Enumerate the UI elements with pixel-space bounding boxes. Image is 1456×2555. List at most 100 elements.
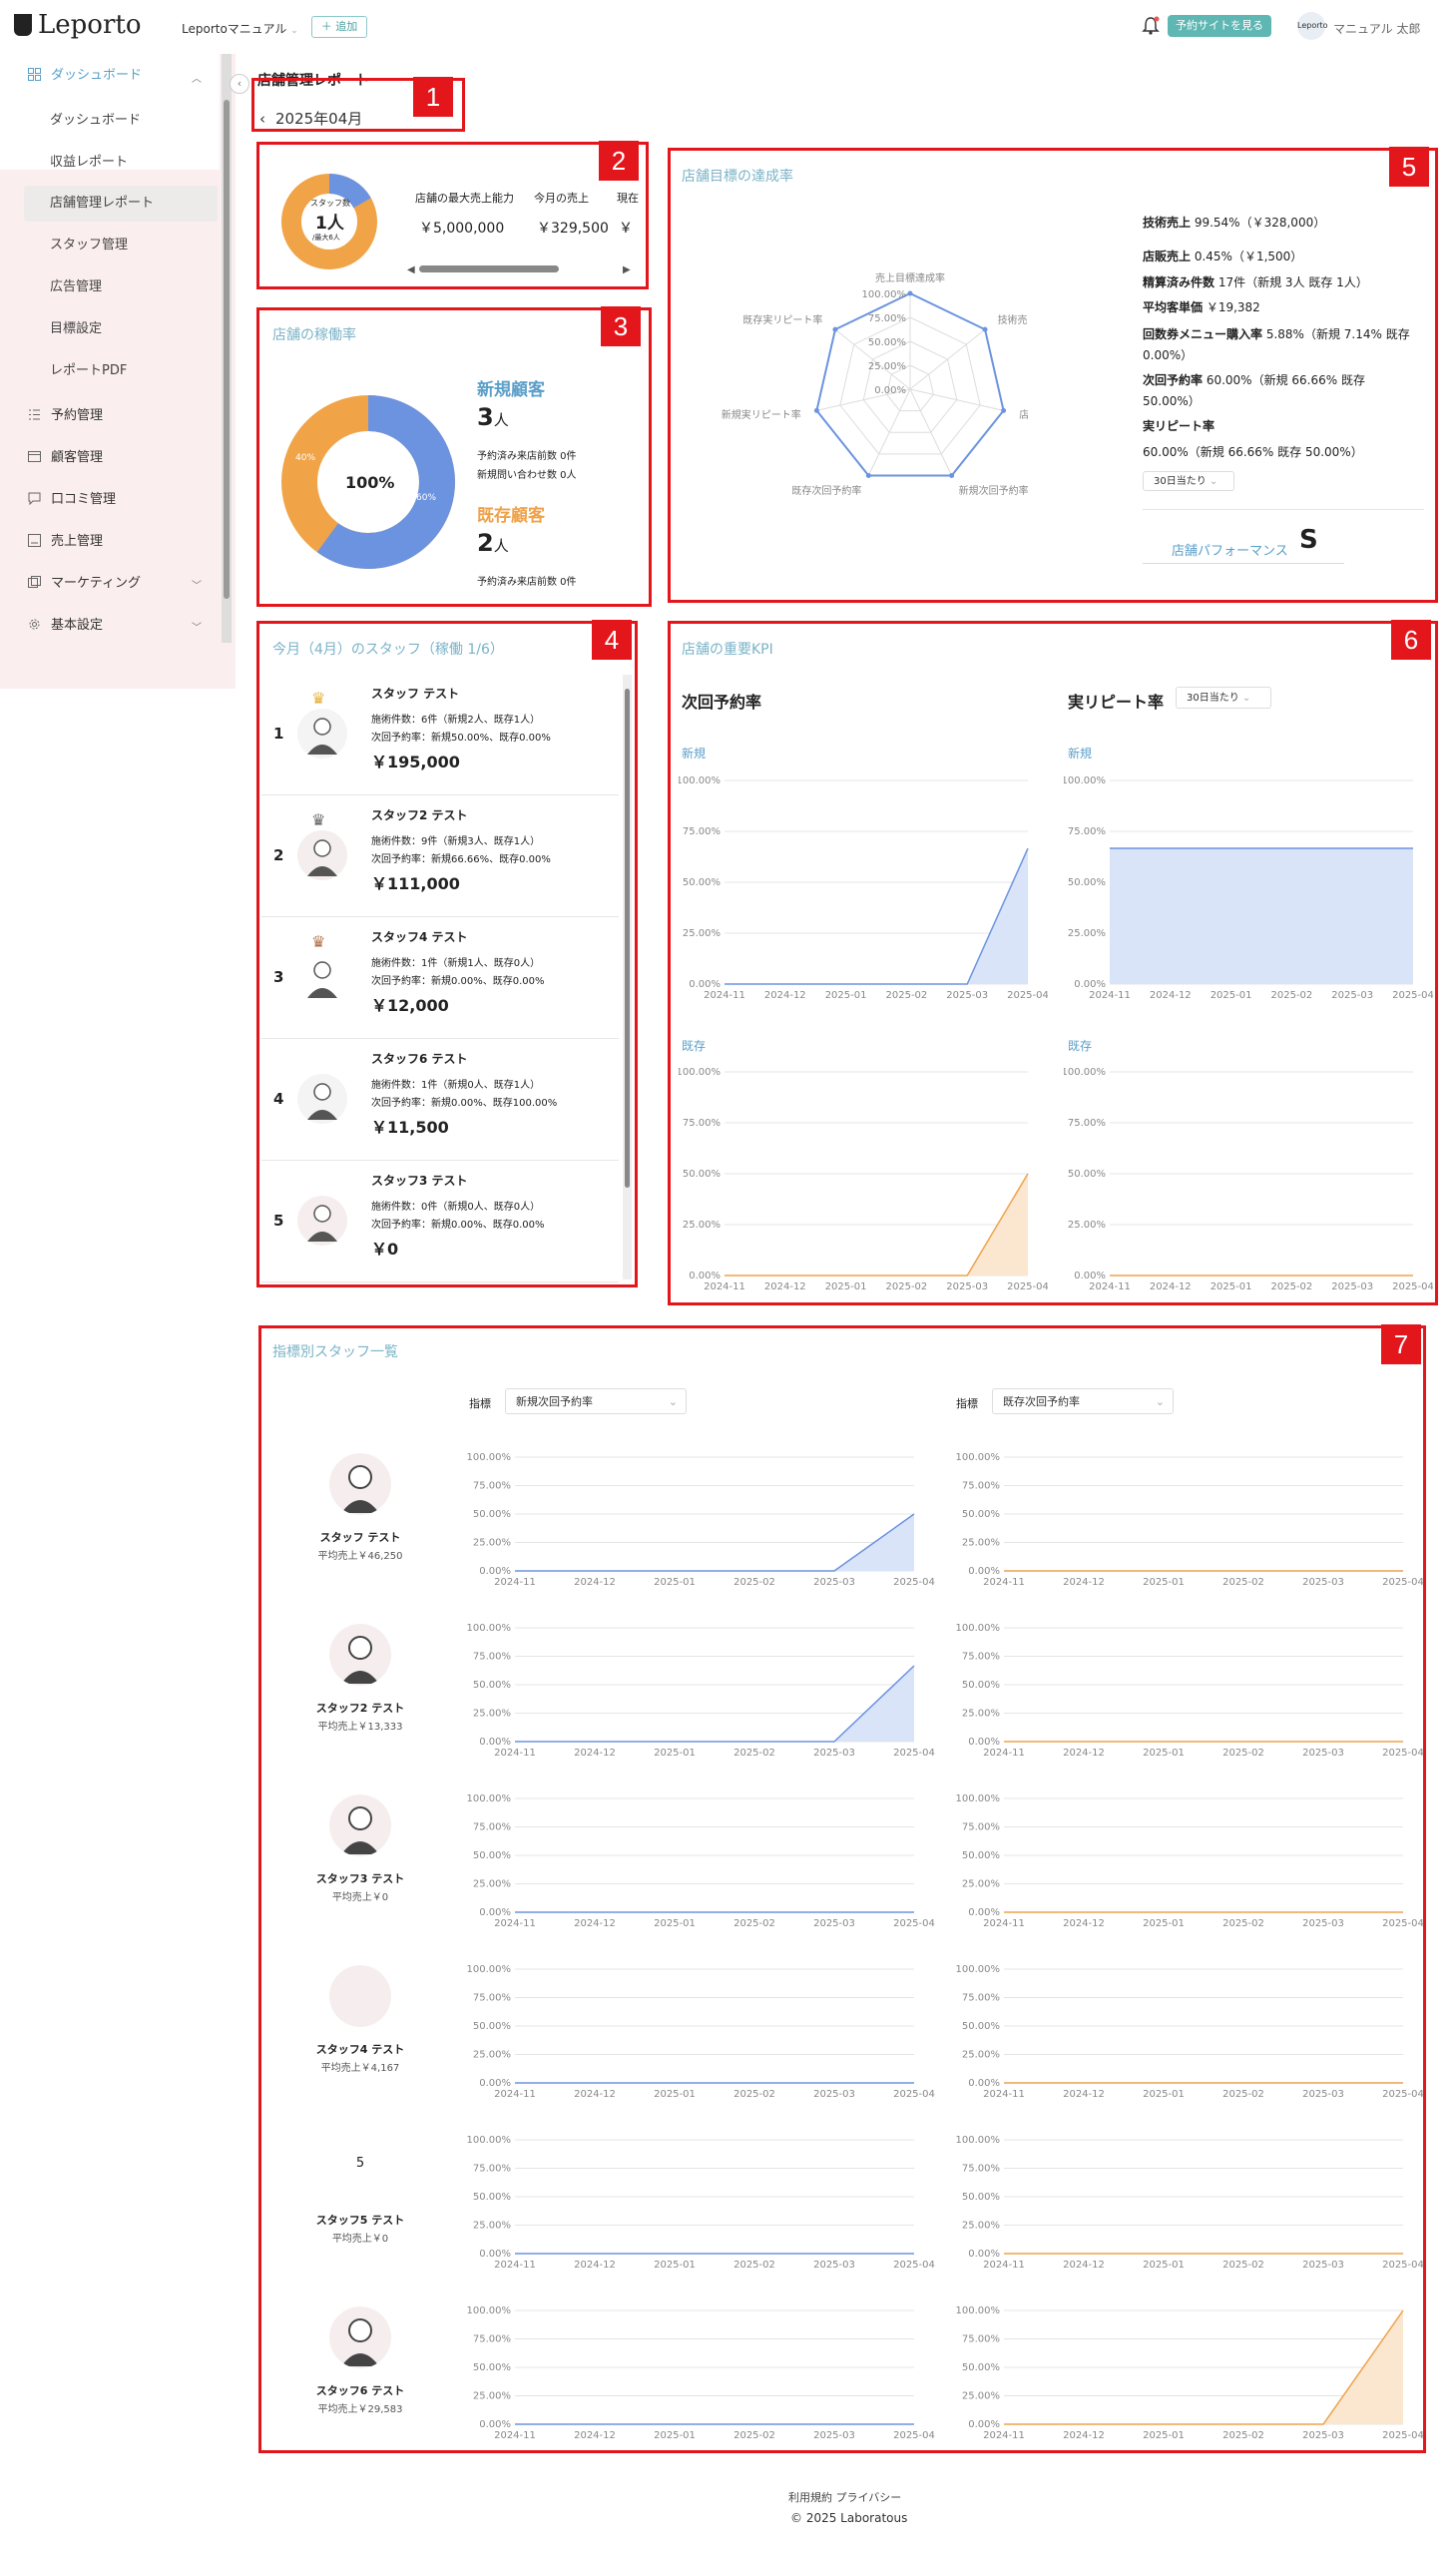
staff-right-metric-chart: 100.00% 75.00% 50.00% 25.00% 0.00%2024-11 202… <box>956 1964 1424 2100</box>
staff-sales: ￥12,000 <box>371 996 449 1015</box>
x-tick-label: 2025-04 <box>893 1577 935 1588</box>
donut-label-top: スタッフ数 <box>310 199 350 208</box>
goal-stat-value: 60.00%（新規 66.66% 既存 <box>1203 373 1365 387</box>
radar-spoke <box>834 328 911 390</box>
x-tick-label: 2025-01 <box>1143 1748 1185 1759</box>
x-tick-label: 2024-11 <box>983 1577 1025 1588</box>
sidebar-item-reviews[interactable]: 口コミ管理 <box>28 483 116 517</box>
x-tick-label: 2024-11 <box>1089 990 1131 1001</box>
table-row[interactable]: 4 スタッフ6 テスト 施術件数：1件（新規0人、既存1人） 次回予約率：新規0.00… <box>261 1040 619 1161</box>
staff-right-metric-chart: 100.00% 75.00% 50.00% 25.00% 0.00%2024-11 202… <box>956 1793 1424 1929</box>
y-tick-label: 25.00% <box>962 1538 1000 1549</box>
staff-average-sales: 平均売上￥29,583 <box>317 2404 403 2415</box>
sidebar-item-marketing[interactable]: マーケティング <box>28 567 141 601</box>
y-tick-label: 50.00% <box>473 2362 511 2373</box>
y-tick-label: 25.00% <box>962 1879 1000 1890</box>
sidebar-item-reservations[interactable]: 予約管理 <box>28 399 103 433</box>
staff-left-metric-chart: 100.00% 75.00% 50.00% 25.00% 0.00%2024-11 202… <box>467 1964 935 2100</box>
chevron-down-icon[interactable]: ﹀ <box>192 581 202 592</box>
summary-val-2: ￥329,500 <box>537 221 609 237</box>
staff-right-metric-chart: 100.00% 75.00% 50.00% 25.00% 0.00%2024-11 202… <box>956 1623 1424 1759</box>
sidebar-sub-store-report[interactable]: 店舗管理レポート <box>50 196 155 211</box>
y-tick-label: 100.00% <box>956 1452 1001 1463</box>
next-booking-title: 次回予約率 <box>682 693 762 712</box>
x-tick-label: 2025-03 <box>813 1748 855 1759</box>
radar-grid-ring <box>839 316 981 455</box>
sidebar-item-sales[interactable]: 売上管理 <box>28 525 103 559</box>
sidebar-item-settings[interactable]: 基本設定 <box>28 609 103 643</box>
summary-scroll-thumb[interactable] <box>419 265 559 272</box>
kpi-next-new-label: 新規 <box>682 747 707 761</box>
x-tick-label: 2025-03 <box>946 1281 988 1292</box>
radar-spoke <box>909 388 953 476</box>
person-icon <box>307 718 337 755</box>
left-metric-select[interactable]: 新規次回予約率 ⌄ <box>505 1388 687 1414</box>
chevron-left-icon[interactable]: ‹ <box>259 110 265 128</box>
annotation-label-3: 3 <box>601 306 641 346</box>
person-icon <box>341 1636 379 1684</box>
radar-axis-label: 売上目標達成率 <box>875 271 945 284</box>
chevron-up-icon[interactable]: ︿ <box>192 74 202 85</box>
view-reservation-site-button[interactable]: 予約サイトを見る <box>1168 15 1271 37</box>
add-store-button[interactable]: ＋ 追加 <box>311 16 367 38</box>
month-selector[interactable]: ‹ 2025年04月 <box>259 108 362 129</box>
footer-links[interactable]: 利用規約 プライバシー <box>788 2491 902 2504</box>
kpi-repeat-new-chart: 100.00% 75.00% 50.00% 25.00% 0.00%2024-11 202… <box>1064 775 1433 1001</box>
scroll-right-icon[interactable]: ▶ <box>623 264 631 275</box>
page-title: 店舗管理レポート <box>257 73 369 89</box>
store-select[interactable]: Leportoマニュアル ⌄ <box>182 20 298 37</box>
rank-number: 4 <box>273 1090 284 1108</box>
unit-label: 人 <box>493 411 509 429</box>
logo[interactable]: Leporto <box>14 10 141 40</box>
goal-stat-row: 次回予約率 60.00%（新規 66.66% 既存 <box>1143 371 1365 388</box>
y-tick-label: 50.00% <box>962 2192 1000 2203</box>
existing-count-value: 2 <box>477 529 494 557</box>
avatar: 5 <box>329 2136 391 2198</box>
kpi-period-select[interactable]: 30日当たり ⌄ <box>1176 687 1271 709</box>
chevron-down-icon[interactable]: ﹀ <box>192 623 202 634</box>
sidebar-sub-revenue-report[interactable]: 収益レポート <box>50 155 129 170</box>
annotation-label-2: 2 <box>599 141 639 181</box>
staff-left-metric-chart: 100.00% 75.00% 50.00% 25.00% 0.00%2024-11 202… <box>467 2135 935 2271</box>
goal-stat-row: 50.00%） <box>1143 392 1201 409</box>
y-tick-label: 50.00% <box>473 1509 511 1520</box>
table-row[interactable]: 1 ♛ スタッフ テスト 施術件数：6件（新規2人、既存1人） 次回予約率：新規50.0… <box>261 675 619 795</box>
user-name[interactable]: マニュアル 太郎 <box>1333 22 1421 36</box>
sidebar-sub-staff-management[interactable]: スタッフ管理 <box>50 238 129 253</box>
x-tick-label: 2024-11 <box>983 1748 1025 1759</box>
new-customer-line-1: 予約済み来店前数 0件 <box>477 451 577 462</box>
sidebar-sub-report-pdf[interactable]: レポートPDF <box>50 363 128 378</box>
right-metric-select[interactable]: 既存次回予約率 ⌄ <box>992 1388 1174 1414</box>
radar-tick-label: 100.00% <box>862 289 907 300</box>
annotation-label-4: 4 <box>592 620 632 660</box>
kpi-repeat-existing-chart: 100.00% 75.00% 50.00% 25.00% 0.00%2024-11 202… <box>1064 1067 1433 1292</box>
x-tick-label: 2025-04 <box>1382 2430 1424 2441</box>
staff-average-sales: 平均売上￥46,250 <box>317 1551 403 1562</box>
table-row[interactable]: 2 ♛ スタッフ2 テスト 施術件数：9件（新規3人、既存1人） 次回予約率：新規66.… <box>261 796 619 917</box>
collapse-sidebar-button[interactable]: ‹ <box>230 74 249 94</box>
sidebar-sub-goals[interactable]: 目標設定 <box>50 321 103 336</box>
crown-icon: ♛ <box>311 810 326 829</box>
staff-sales: ￥11,500 <box>371 1118 449 1137</box>
annotation-label-5: 5 <box>1389 147 1429 187</box>
x-tick-label: 2025-03 <box>813 2260 855 2271</box>
sidebar-item-customers[interactable]: 顧客管理 <box>28 441 103 475</box>
avatar[interactable]: Leporto <box>1297 12 1328 40</box>
sidebar-item-dashboard[interactable]: ダッシュボード <box>28 59 142 93</box>
sidebar-item-label: 顧客管理 <box>51 450 104 465</box>
sidebar-sub-ads[interactable]: 広告管理 <box>50 279 103 294</box>
sidebar-sub-dashboard[interactable]: ダッシュボード <box>50 113 142 128</box>
ranking-scroll-thumb[interactable] <box>625 689 630 1188</box>
person-icon <box>341 1465 379 1513</box>
series-line <box>1004 2309 1404 2425</box>
bell-icon[interactable] <box>1142 16 1160 36</box>
goal-stat-row: 0.00%） <box>1143 346 1193 363</box>
scroll-left-icon[interactable]: ◀ <box>407 264 415 275</box>
avatar <box>297 709 347 759</box>
goals-title: 店舗目標の達成率 <box>682 169 793 185</box>
table-row[interactable]: 3 ♛ スタッフ4 テスト 施術件数：1件（新規1人、既存0人） 次回予約率：新規0.0… <box>261 918 619 1039</box>
goal-stat-row: 技術売上 99.54%（￥328,000） <box>1143 214 1325 231</box>
sidebar-scroll-thumb[interactable] <box>224 100 230 599</box>
table-row[interactable]: 5 スタッフ3 テスト 施術件数：0件（新規0人、既存0人） 次回予約率：新規0.00… <box>261 1162 619 1282</box>
goals-period-select[interactable]: 30日当たり ⌄ <box>1143 471 1234 491</box>
